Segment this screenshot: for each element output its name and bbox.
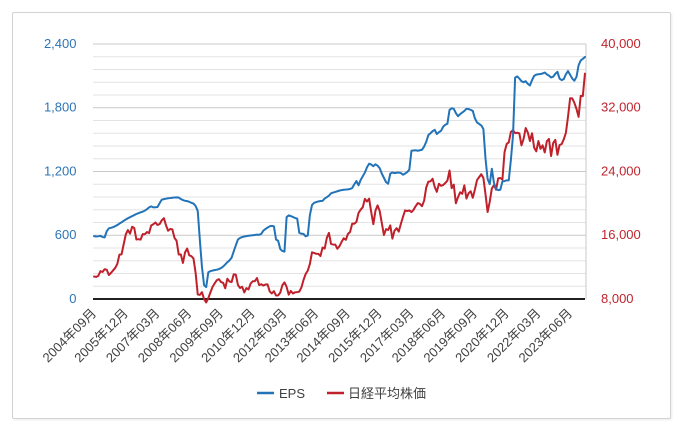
svg-text:1,200: 1,200 xyxy=(44,163,77,178)
svg-text:日経平均株価: 日経平均株価 xyxy=(348,386,426,401)
svg-text:600: 600 xyxy=(55,227,77,242)
svg-text:EPS: EPS xyxy=(279,386,305,401)
svg-text:16,000: 16,000 xyxy=(601,227,641,242)
svg-text:40,000: 40,000 xyxy=(601,36,641,51)
svg-text:1,800: 1,800 xyxy=(44,100,77,115)
svg-text:24,000: 24,000 xyxy=(601,163,641,178)
svg-text:0: 0 xyxy=(69,291,76,306)
svg-text:2,400: 2,400 xyxy=(44,36,77,51)
svg-text:8,000: 8,000 xyxy=(601,291,634,306)
svg-text:32,000: 32,000 xyxy=(601,100,641,115)
